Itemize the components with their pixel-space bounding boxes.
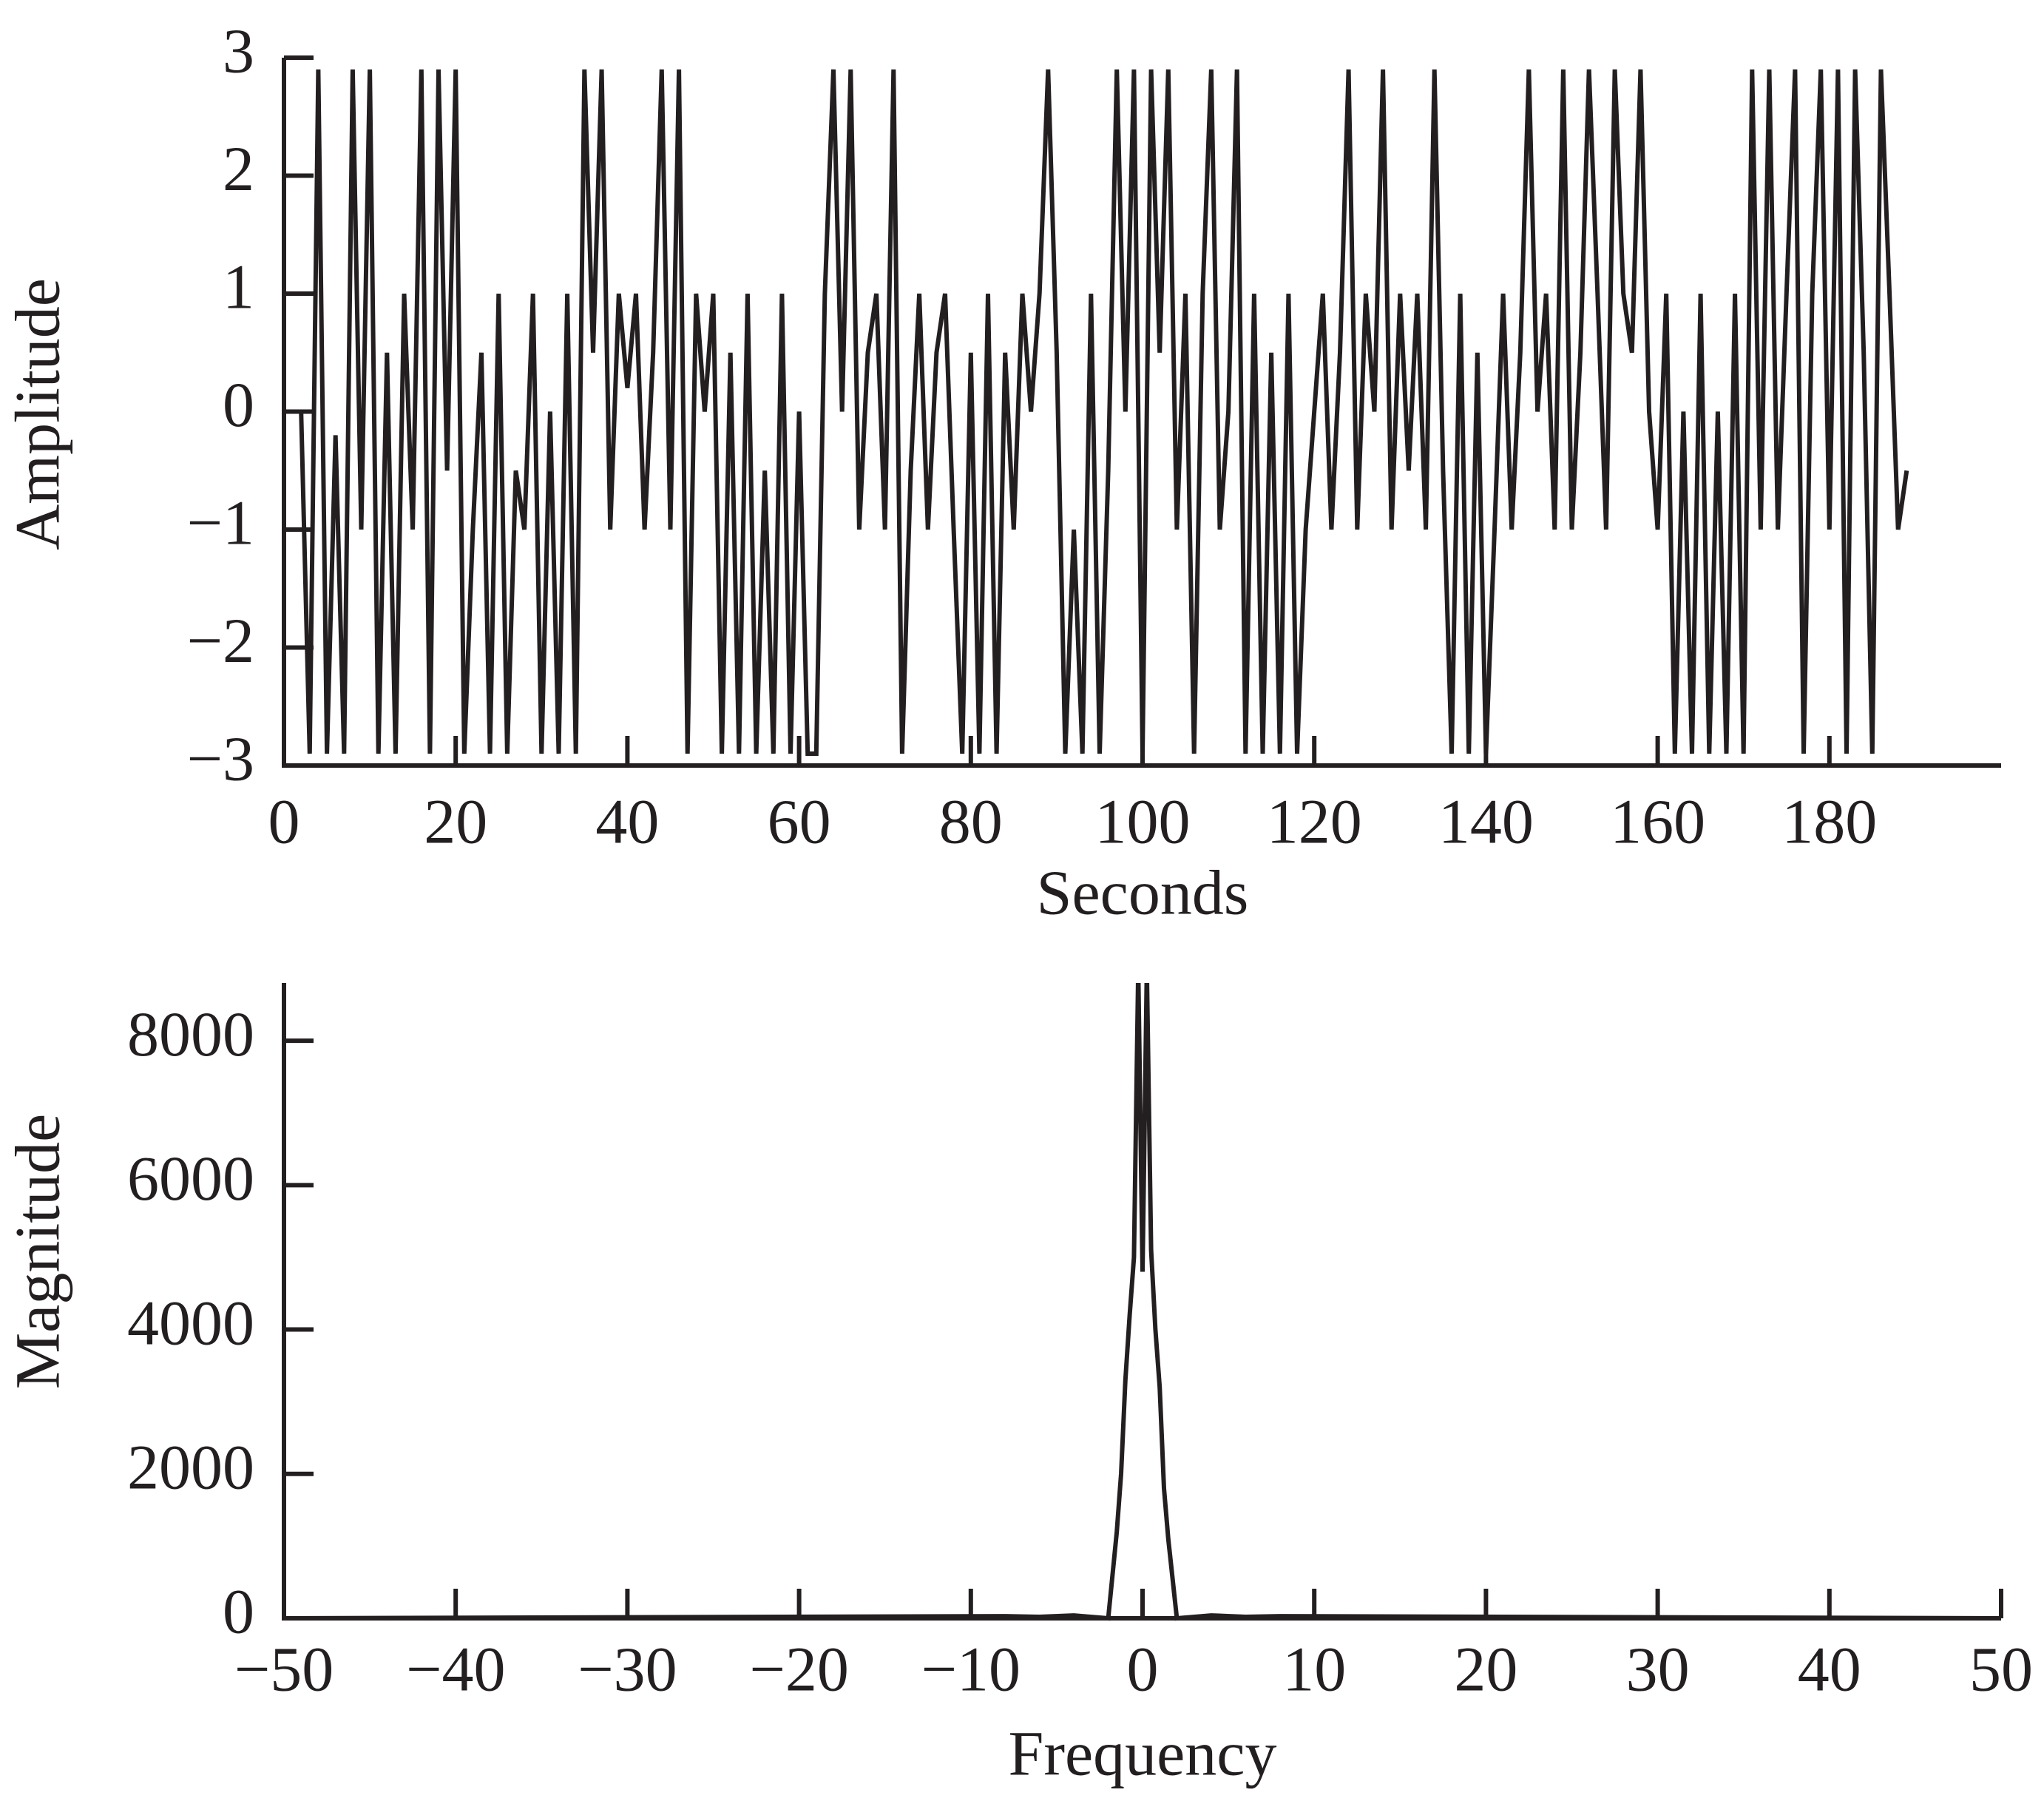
y-tick-label: 8000: [127, 998, 254, 1069]
x-tick-label: 0: [268, 786, 300, 857]
x-tick-label: 180: [1781, 786, 1877, 857]
x-tick-label: −30: [578, 1634, 677, 1705]
y-tick-label: 2: [223, 133, 254, 204]
x-tick-label: 60: [768, 786, 831, 857]
x-tick-label: −10: [921, 1634, 1021, 1705]
x-tick-label: 0: [1127, 1634, 1159, 1705]
y-tick-label: 1: [223, 251, 254, 322]
x-tick-label: 20: [424, 786, 487, 857]
y-tick-label: −3: [186, 723, 254, 794]
x-tick-label: 30: [1626, 1634, 1690, 1705]
x-tick-label: 120: [1267, 786, 1362, 857]
y-tick-label: 0: [223, 369, 254, 440]
y-axis-title: Magnitude: [2, 1114, 73, 1390]
x-tick-label: −50: [234, 1634, 334, 1705]
x-axis-title: Seconds: [1037, 857, 1249, 928]
x-tick-label: 40: [1798, 1634, 1861, 1705]
x-tick-label: 100: [1095, 786, 1191, 857]
x-tick-label: 140: [1438, 786, 1534, 857]
y-tick-label: 6000: [127, 1143, 254, 1214]
y-tick-label: 2000: [127, 1432, 254, 1503]
x-tick-label: 50: [1969, 1634, 2033, 1705]
signal-line: [299, 69, 1909, 756]
y-tick-label: −2: [186, 605, 254, 676]
x-tick-label: −40: [406, 1634, 506, 1705]
y-axis-title: Amplitude: [2, 278, 73, 550]
y-tick-label: 4000: [127, 1287, 254, 1358]
x-tick-label: −20: [749, 1634, 849, 1705]
x-tick-label: 160: [1610, 786, 1705, 857]
x-tick-label: 40: [595, 786, 659, 857]
y-tick-label: −1: [186, 487, 254, 558]
x-axis-title: Frequency: [1009, 1718, 1277, 1789]
y-tick-label: 0: [223, 1576, 254, 1647]
y-tick-label: 3: [223, 16, 254, 87]
x-tick-label: 80: [939, 786, 1003, 857]
x-tick-label: 10: [1282, 1634, 1346, 1705]
signal-line: [284, 983, 2002, 1621]
x-tick-label: 20: [1454, 1634, 1517, 1705]
